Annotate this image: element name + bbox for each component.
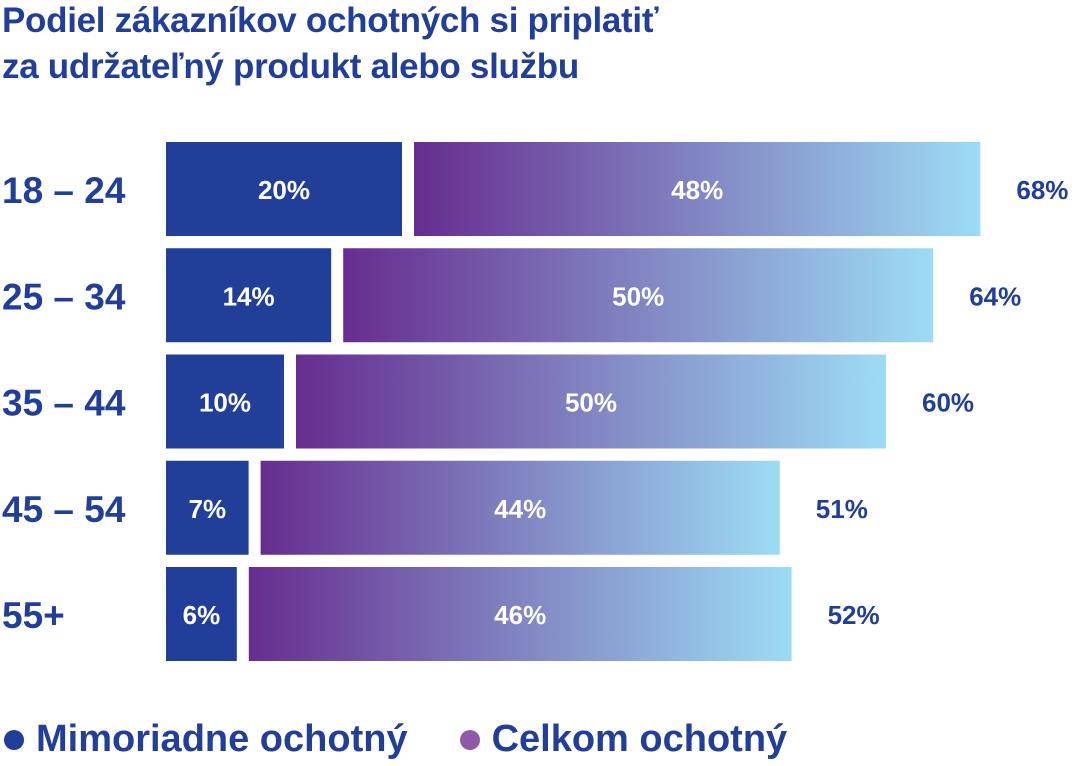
- bar-celkom: [260, 460, 780, 555]
- bar-value-label: 50%: [612, 281, 664, 311]
- total-label: 52%: [828, 600, 880, 630]
- bar-mimoriadne: [166, 567, 237, 661]
- total-label: 64%: [969, 281, 1021, 311]
- legend-item-mimoriadne: Mimoriadne ochotný: [4, 718, 408, 761]
- bar-celkom: [343, 248, 934, 343]
- legend-label: Celkom ochotný: [491, 718, 788, 760]
- category-label: 18 – 24: [2, 170, 126, 211]
- bar-mimoriadne: [166, 460, 249, 555]
- bar-celkom: [248, 567, 792, 661]
- bar-value-label: 14%: [223, 281, 275, 311]
- bar-mimoriadne: [166, 354, 284, 449]
- bar-value-label: 46%: [494, 600, 546, 630]
- chart-title: Podiel zákazníkov ochotných si priplatiť…: [2, 0, 659, 90]
- bar-value-label: 44%: [494, 494, 546, 524]
- bar-value-label: 10%: [199, 388, 251, 418]
- category-label: 25 – 34: [2, 276, 126, 317]
- bar-value-label: 6%: [183, 600, 221, 630]
- chart-title-line-2: za udržateľný produkt alebo službu: [2, 47, 579, 86]
- category-label: 35 – 44: [2, 383, 126, 424]
- legend-dot-icon: [459, 729, 480, 750]
- bar-mimoriadne: [166, 142, 402, 236]
- bar-value-label: 20%: [258, 175, 310, 205]
- chart-title-line-1: Podiel zákazníkov ochotných si priplatiť: [2, 1, 659, 40]
- total-label: 68%: [1016, 175, 1068, 205]
- category-label: 55+: [2, 595, 65, 636]
- bar-value-label: 50%: [565, 388, 617, 418]
- legend-item-celkom: Celkom ochotný: [459, 718, 788, 761]
- bar-celkom: [414, 142, 981, 236]
- legend-label: Mimoriadne ochotný: [36, 718, 408, 760]
- bar-value-label: 48%: [671, 175, 723, 205]
- total-label: 51%: [816, 494, 868, 524]
- bar-mimoriadne: [166, 248, 332, 343]
- category-label: 45 – 54: [2, 489, 126, 530]
- legend: Mimoriadne ochotný Celkom ochotný: [4, 718, 839, 761]
- bar-value-label: 7%: [189, 494, 227, 524]
- bar-celkom: [296, 354, 886, 449]
- bar-chart: 18 – 24 20% 48% 68% 25 – 34 14% 50% 64% 35 – 44 1…: [2, 142, 1068, 661]
- legend-dot-icon: [4, 729, 24, 750]
- total-label: 60%: [922, 388, 974, 418]
